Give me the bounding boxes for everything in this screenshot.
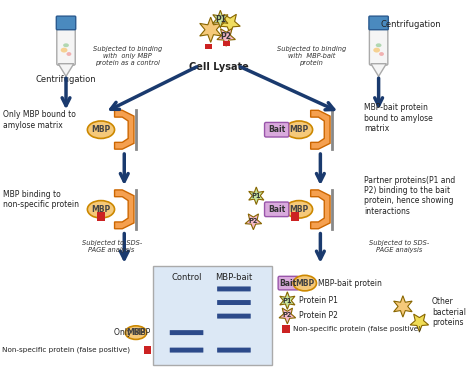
- Text: P1: P1: [283, 298, 292, 304]
- Text: MBP: MBP: [91, 125, 110, 134]
- Text: Non-specific protein (false positive): Non-specific protein (false positive): [293, 325, 421, 332]
- FancyBboxPatch shape: [264, 202, 289, 217]
- FancyBboxPatch shape: [56, 16, 76, 30]
- FancyBboxPatch shape: [264, 122, 289, 137]
- Text: Only MBP: Only MBP: [114, 328, 150, 337]
- Polygon shape: [371, 64, 386, 76]
- Text: Bait: Bait: [280, 279, 297, 288]
- Polygon shape: [245, 214, 262, 230]
- Polygon shape: [279, 308, 296, 324]
- Text: Protein P1: Protein P1: [299, 296, 338, 305]
- Text: P1: P1: [215, 15, 226, 24]
- Text: P2: P2: [249, 218, 258, 224]
- Polygon shape: [58, 64, 74, 76]
- Polygon shape: [280, 292, 295, 309]
- Text: Bait: Bait: [268, 125, 285, 134]
- Text: MBP: MBP: [126, 328, 146, 337]
- Polygon shape: [310, 110, 330, 149]
- Bar: [154, 266, 272, 365]
- Text: Protein P2: Protein P2: [299, 311, 338, 320]
- Bar: [282, 325, 290, 332]
- FancyBboxPatch shape: [217, 347, 251, 353]
- Polygon shape: [115, 110, 134, 149]
- Text: Partner proteins(P1 and
P2) binding to the bait
protein, hence showing
interacti: Partner proteins(P1 and P2) binding to t…: [364, 176, 456, 216]
- Ellipse shape: [63, 43, 69, 47]
- FancyBboxPatch shape: [278, 276, 299, 290]
- Bar: [223, 42, 230, 46]
- Polygon shape: [213, 10, 228, 28]
- Text: MBP: MBP: [290, 125, 309, 134]
- Text: Non-specific protein (false positive): Non-specific protein (false positive): [2, 347, 130, 353]
- Text: Other
bacterial
proteins: Other bacterial proteins: [432, 297, 466, 327]
- Text: Subjected to binding
with  only MBP
protein as a control: Subjected to binding with only MBP prote…: [93, 46, 163, 66]
- Text: Subjected to SDS-
PAGE analysis: Subjected to SDS- PAGE analysis: [369, 240, 429, 253]
- FancyBboxPatch shape: [57, 25, 75, 65]
- Ellipse shape: [285, 200, 312, 218]
- Text: Subjected to SDS-
PAGE analysis: Subjected to SDS- PAGE analysis: [82, 240, 142, 253]
- Text: P2: P2: [283, 312, 292, 318]
- Text: Cell Lysate: Cell Lysate: [189, 62, 248, 72]
- FancyBboxPatch shape: [369, 25, 388, 65]
- FancyBboxPatch shape: [217, 314, 251, 319]
- Text: Subjected to binding
with  MBP-bait
protein: Subjected to binding with MBP-bait prote…: [277, 46, 346, 66]
- Polygon shape: [310, 190, 330, 229]
- Bar: [144, 346, 152, 354]
- Polygon shape: [249, 187, 264, 205]
- Polygon shape: [410, 314, 428, 332]
- Text: MBP: MBP: [290, 205, 309, 214]
- Polygon shape: [393, 296, 412, 317]
- Polygon shape: [217, 29, 236, 46]
- Polygon shape: [220, 14, 240, 34]
- Bar: [97, 212, 105, 221]
- Bar: [205, 44, 211, 49]
- Text: MBP-bait protein
bound to amylose
matrix: MBP-bait protein bound to amylose matrix: [364, 103, 433, 133]
- Ellipse shape: [379, 52, 384, 56]
- Polygon shape: [115, 190, 134, 229]
- Text: Control: Control: [171, 273, 202, 282]
- FancyBboxPatch shape: [369, 16, 388, 30]
- Text: Centrifugation: Centrifugation: [381, 20, 441, 30]
- Text: P2: P2: [221, 32, 232, 41]
- Ellipse shape: [293, 275, 317, 291]
- FancyBboxPatch shape: [170, 347, 203, 353]
- Text: MBP binding to
non-specific protein: MBP binding to non-specific protein: [3, 190, 79, 209]
- Text: Only MBP bound to
amylose matrix: Only MBP bound to amylose matrix: [3, 110, 76, 130]
- Ellipse shape: [125, 326, 146, 340]
- Ellipse shape: [66, 52, 72, 56]
- Ellipse shape: [87, 200, 115, 218]
- Ellipse shape: [285, 121, 312, 138]
- Ellipse shape: [87, 121, 115, 138]
- Polygon shape: [200, 17, 222, 42]
- Text: Bait: Bait: [268, 205, 285, 214]
- Ellipse shape: [376, 43, 382, 47]
- Text: P1: P1: [252, 193, 261, 199]
- Text: Centrifugation: Centrifugation: [36, 75, 96, 85]
- Text: MBP-bait: MBP-bait: [215, 273, 253, 282]
- FancyBboxPatch shape: [217, 300, 251, 305]
- Ellipse shape: [61, 48, 67, 52]
- Bar: [291, 212, 299, 221]
- FancyBboxPatch shape: [217, 286, 251, 291]
- Text: MBP: MBP: [295, 279, 314, 288]
- Ellipse shape: [374, 48, 380, 52]
- Text: MBP: MBP: [91, 205, 110, 214]
- FancyBboxPatch shape: [170, 330, 203, 335]
- Text: MBP-bait protein: MBP-bait protein: [319, 279, 383, 288]
